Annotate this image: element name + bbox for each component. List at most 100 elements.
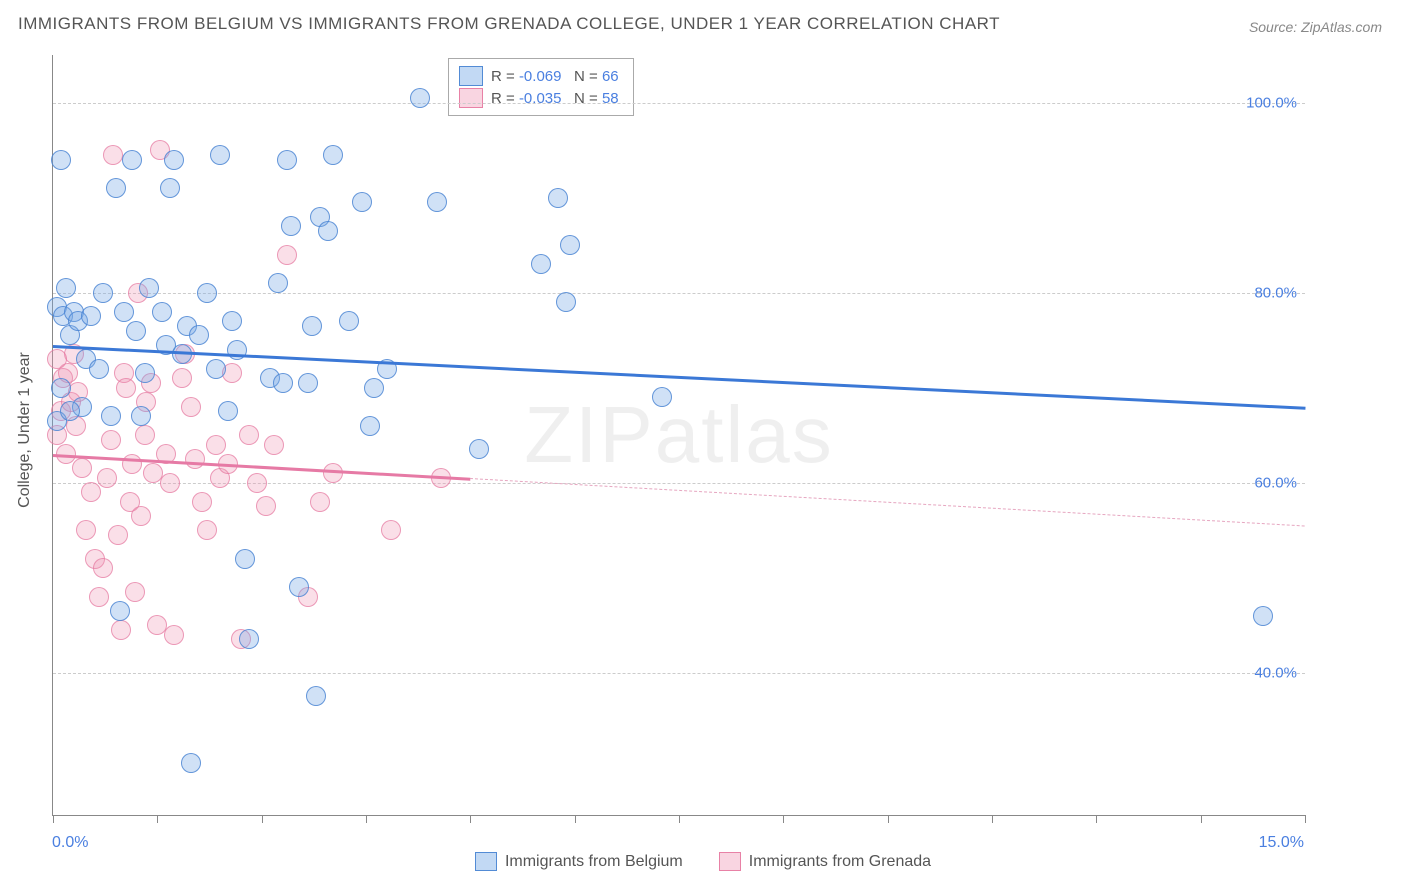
gridline (53, 293, 1305, 294)
plot-area: ZIPatlas R = -0.069 N = 66R = -0.035 N =… (52, 55, 1305, 816)
legend-swatch (459, 88, 483, 108)
x-tick (157, 815, 158, 823)
data-point (197, 283, 217, 303)
data-point (560, 235, 580, 255)
y-tick-label: 100.0% (1246, 94, 1297, 111)
chart-title: IMMIGRANTS FROM BELGIUM VS IMMIGRANTS FR… (18, 14, 1000, 34)
data-point (410, 88, 430, 108)
data-point (122, 150, 142, 170)
data-point (427, 192, 447, 212)
x-tick (783, 815, 784, 823)
data-point (364, 378, 384, 398)
trend-line (470, 478, 1305, 526)
x-tick (470, 815, 471, 823)
legend-stat-row: R = -0.035 N = 58 (459, 88, 619, 108)
data-point (93, 283, 113, 303)
data-point (51, 378, 71, 398)
data-point (277, 150, 297, 170)
x-tick (1201, 815, 1202, 823)
data-point (277, 245, 297, 265)
x-tick (366, 815, 367, 823)
data-point (218, 401, 238, 421)
data-point (56, 278, 76, 298)
x-tick (888, 815, 889, 823)
data-point (93, 558, 113, 578)
x-tick (992, 815, 993, 823)
data-point (264, 435, 284, 455)
data-point (235, 549, 255, 569)
data-point (122, 454, 142, 474)
data-point (531, 254, 551, 274)
data-point (360, 416, 380, 436)
data-point (222, 311, 242, 331)
data-point (76, 520, 96, 540)
data-point (381, 520, 401, 540)
data-point (47, 349, 67, 369)
data-point (101, 430, 121, 450)
y-tick-label: 60.0% (1254, 474, 1297, 491)
data-point (1253, 606, 1273, 626)
data-point (192, 492, 212, 512)
data-point (469, 439, 489, 459)
data-point (97, 468, 117, 488)
x-axis-min-label: 0.0% (52, 834, 88, 852)
data-point (103, 145, 123, 165)
data-point (108, 525, 128, 545)
x-axis-max-label: 15.0% (1259, 834, 1304, 852)
data-point (298, 373, 318, 393)
x-tick (262, 815, 263, 823)
data-point (281, 216, 301, 236)
data-point (189, 325, 209, 345)
source-label: Source: ZipAtlas.com (1249, 19, 1382, 35)
legend-series-item: Immigrants from Belgium (475, 852, 683, 871)
data-point (256, 496, 276, 516)
data-point (106, 178, 126, 198)
data-point (114, 302, 134, 322)
data-point (652, 387, 672, 407)
legend-swatch (475, 852, 497, 871)
gridline (53, 483, 1305, 484)
data-point (135, 425, 155, 445)
data-point (60, 401, 80, 421)
data-point (339, 311, 359, 331)
data-point (116, 378, 136, 398)
data-point (310, 492, 330, 512)
data-point (51, 150, 71, 170)
gridline (53, 103, 1305, 104)
data-point (81, 306, 101, 326)
y-tick-label: 40.0% (1254, 664, 1297, 681)
gridline (53, 673, 1305, 674)
data-point (323, 463, 343, 483)
x-tick (679, 815, 680, 823)
data-point (164, 625, 184, 645)
data-point (352, 192, 372, 212)
data-point (172, 368, 192, 388)
legend-series-item: Immigrants from Grenada (719, 852, 931, 871)
data-point (126, 321, 146, 341)
data-point (81, 482, 101, 502)
x-tick (1305, 815, 1306, 823)
data-point (139, 278, 159, 298)
data-point (239, 425, 259, 445)
data-point (131, 406, 151, 426)
data-point (131, 506, 151, 526)
data-point (239, 629, 259, 649)
data-point (89, 359, 109, 379)
data-point (302, 316, 322, 336)
data-point (101, 406, 121, 426)
data-point (72, 458, 92, 478)
data-point (273, 373, 293, 393)
x-tick (575, 815, 576, 823)
x-tick (1096, 815, 1097, 823)
data-point (556, 292, 576, 312)
y-axis-title: College, Under 1 year (16, 352, 34, 508)
y-tick-label: 80.0% (1254, 284, 1297, 301)
legend-series: Immigrants from Belgium Immigrants from G… (0, 852, 1406, 876)
data-point (197, 520, 217, 540)
data-point (268, 273, 288, 293)
data-point (289, 577, 309, 597)
watermark: ZIPatlas (524, 389, 833, 481)
x-tick (53, 815, 54, 823)
data-point (185, 449, 205, 469)
data-point (160, 178, 180, 198)
